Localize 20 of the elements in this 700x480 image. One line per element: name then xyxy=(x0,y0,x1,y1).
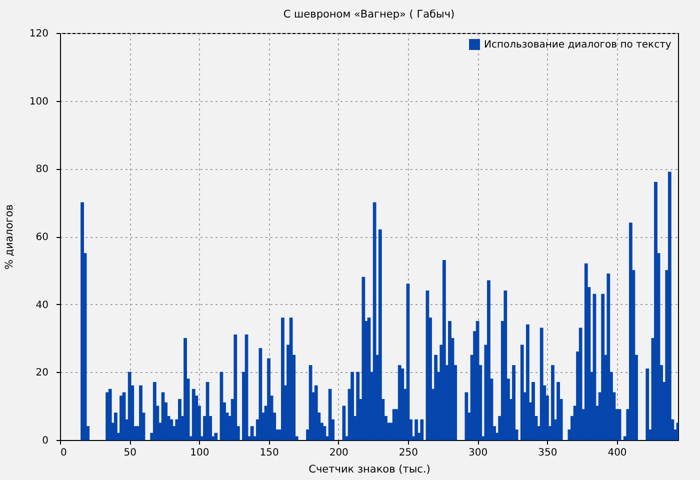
x-tick-label: 100 xyxy=(190,448,210,458)
x-tick-label: 350 xyxy=(538,448,558,458)
y-tick-label: 60 xyxy=(36,232,48,243)
y-tick-label: 40 xyxy=(36,300,48,311)
x-tick-label: 150 xyxy=(260,448,279,458)
y-axis-title: % диалогов xyxy=(3,204,16,270)
x-tick-label: 250 xyxy=(398,448,418,458)
x-axis-title: Счетчик знаков (тыс.) xyxy=(308,464,430,476)
y-tick-label: 120 xyxy=(29,28,48,40)
y-tick-label: 20 xyxy=(36,368,48,379)
x-tick-label: 400 xyxy=(608,448,627,458)
x-tick-label: 200 xyxy=(329,448,348,458)
x-tick-label: 300 xyxy=(468,448,488,458)
x-tick-label: 50 xyxy=(124,448,136,458)
chart-title: С шевроном «Вагнер» ( Габыч) xyxy=(283,8,455,20)
x-tick-label: 0 xyxy=(60,448,67,458)
y-tick-label: 100 xyxy=(29,96,48,108)
legend-label: Использование диалогов по тексту xyxy=(484,40,672,50)
y-tick-label: 0 xyxy=(42,436,48,446)
y-tick-label: 80 xyxy=(36,164,48,176)
